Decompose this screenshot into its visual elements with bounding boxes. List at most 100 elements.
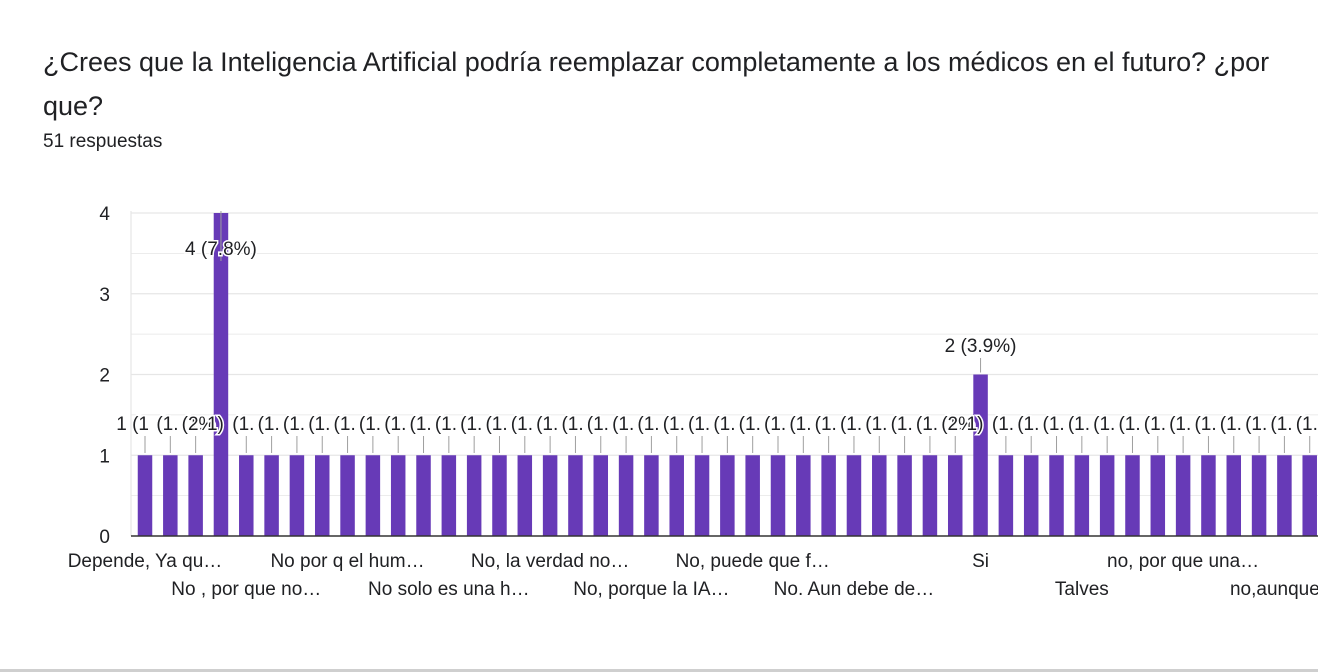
bar — [796, 455, 811, 536]
data-label: (1. — [460, 414, 482, 435]
data-label: (1. — [1270, 414, 1292, 435]
bar — [745, 455, 760, 536]
data-label: (2% — [182, 414, 216, 435]
data-label: (1. — [1093, 414, 1115, 435]
data-label: (1. — [663, 414, 685, 435]
data-label: (1. — [1220, 414, 1242, 435]
data-label: (1. — [308, 414, 330, 435]
bar — [1277, 455, 1292, 536]
data-label: (1. — [739, 414, 761, 435]
bar — [542, 455, 558, 536]
data-label: (2% — [941, 414, 975, 435]
data-label: (1. — [1296, 414, 1318, 435]
bar — [720, 455, 735, 536]
x-tick-label: No solo es una h… — [368, 579, 530, 600]
x-tick-label: No. Aun debe de… — [774, 579, 935, 600]
bar — [593, 455, 609, 536]
bar — [492, 455, 507, 536]
data-label: (1. — [916, 414, 938, 435]
data-label: (1. — [815, 414, 837, 435]
data-label: (1. — [511, 414, 533, 435]
bar — [264, 455, 279, 536]
bar — [1201, 455, 1216, 536]
bar — [1099, 455, 1115, 536]
bar — [1125, 455, 1140, 536]
bar — [973, 374, 988, 536]
x-tick-label: No , por que no… — [171, 579, 321, 600]
y-tick-label: 4 — [99, 204, 110, 225]
bar — [1074, 455, 1090, 536]
bar — [694, 455, 710, 536]
x-tick-label: Depende, Ya qu… — [68, 551, 223, 572]
data-label: (1. — [258, 414, 280, 435]
data-label: (1. — [941, 414, 963, 435]
data-label: (1. — [536, 414, 558, 435]
x-tick-label: no,aunque… — [1230, 579, 1318, 600]
response-count: 51 respuestas — [43, 131, 163, 152]
bar — [1049, 455, 1064, 536]
bottom-divider — [0, 669, 1318, 672]
bar — [517, 455, 533, 536]
x-tick-label: Talves — [1055, 579, 1109, 600]
data-label: (1. — [637, 414, 659, 435]
bar — [947, 455, 963, 536]
data-label: 1) — [207, 414, 224, 435]
bar — [821, 455, 836, 536]
bar — [340, 455, 355, 536]
data-label: (1. — [891, 414, 913, 435]
bar — [213, 213, 229, 536]
x-tick-label: No, la verdad no… — [471, 551, 629, 572]
bar — [163, 455, 178, 536]
data-label: (1. — [713, 414, 735, 435]
data-label: (1. — [1144, 414, 1166, 435]
data-label: (1. — [561, 414, 583, 435]
x-tick-label: Si — [972, 551, 989, 572]
bar — [872, 455, 887, 536]
bar — [846, 455, 862, 536]
bar — [365, 455, 381, 536]
x-tick-label: No, puede que f… — [676, 551, 830, 572]
question-title: ¿Crees que la Inteligencia Artificial po… — [43, 47, 1270, 121]
data-label: (1. — [384, 414, 406, 435]
data-label: (1. — [232, 414, 254, 435]
bar — [1175, 455, 1191, 536]
bar — [897, 455, 912, 536]
x-tick-label: No, porque la IA… — [573, 579, 729, 600]
y-tick-label: 0 — [99, 527, 110, 548]
data-label: (1. — [1118, 414, 1140, 435]
data-label: (1. — [865, 414, 887, 435]
data-label: (1. — [182, 414, 204, 435]
bar — [314, 455, 330, 536]
bar — [390, 455, 406, 536]
data-label: (1. — [156, 414, 178, 435]
data-label: (1. — [1043, 414, 1065, 435]
data-label: (1. — [1245, 414, 1267, 435]
bar — [1302, 455, 1317, 536]
bar — [466, 455, 482, 536]
y-tick-label: 1 — [99, 446, 110, 467]
data-label: (1. — [283, 414, 305, 435]
data-label: (1. — [1169, 414, 1191, 435]
data-label: (1. — [334, 414, 356, 435]
bar — [669, 455, 684, 536]
bar — [416, 455, 431, 536]
data-label: (1. — [485, 414, 507, 435]
bar — [137, 455, 153, 536]
data-label: (1. — [840, 414, 862, 435]
y-tick-label: 3 — [99, 285, 110, 306]
data-label: (1. — [992, 414, 1014, 435]
x-tick-label: no, por que una… — [1107, 551, 1259, 572]
data-label: (1. — [1068, 414, 1090, 435]
bar — [618, 455, 634, 536]
data-label: (1. — [410, 414, 432, 435]
bar — [770, 455, 786, 536]
bar — [1251, 455, 1267, 536]
bar — [1150, 455, 1166, 536]
bar — [1226, 455, 1242, 536]
bar — [239, 455, 254, 536]
data-label: (1. — [1194, 414, 1216, 435]
data-label: 4 (7.8%) — [185, 239, 257, 260]
bar — [188, 455, 203, 536]
x-tick-label: No por q el hum… — [270, 551, 424, 572]
